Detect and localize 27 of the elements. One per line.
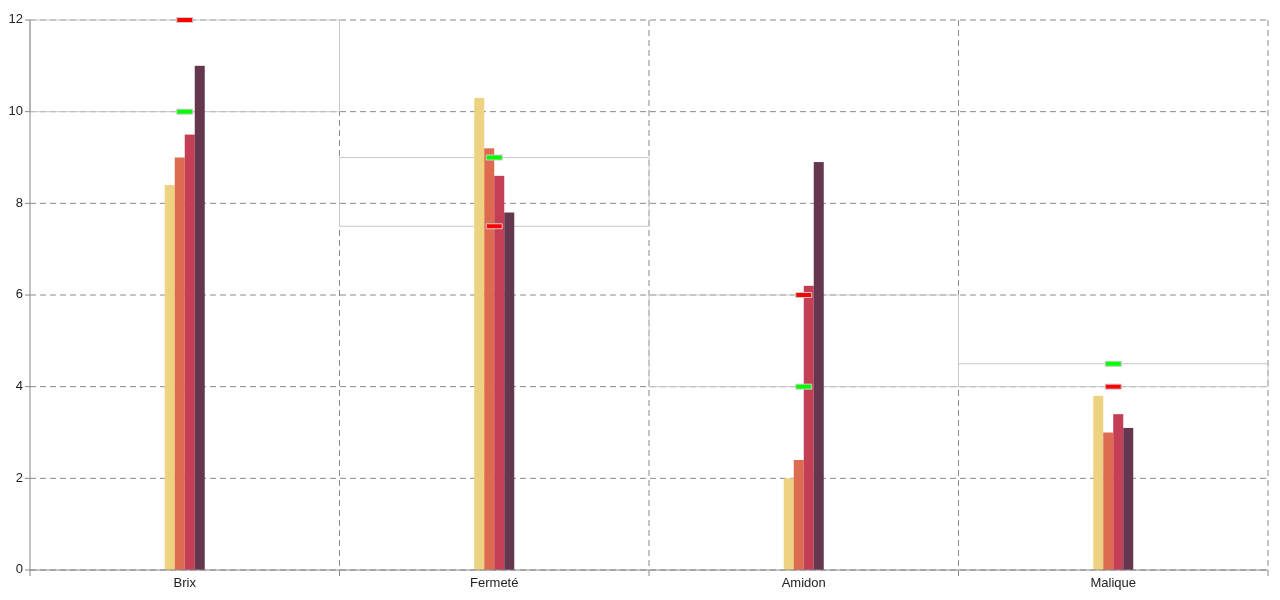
x-tick-label: Malique <box>1090 575 1137 590</box>
bar <box>1103 432 1114 570</box>
bar <box>494 175 505 570</box>
bar <box>793 460 804 570</box>
bar <box>1093 395 1104 570</box>
bar <box>803 285 814 570</box>
bar <box>813 162 824 570</box>
bar <box>1123 427 1134 570</box>
bar <box>184 134 195 570</box>
y-tick-label: 4 <box>15 378 23 394</box>
x-tick-label: Fermeté <box>470 575 519 590</box>
bar <box>174 157 185 570</box>
bar <box>164 185 175 570</box>
y-tick-label: 6 <box>15 286 23 302</box>
bar <box>783 478 794 570</box>
y-tick-label: 8 <box>15 194 23 210</box>
x-tick-label: Brix <box>173 575 197 590</box>
bar <box>484 148 495 570</box>
bar <box>504 212 515 570</box>
bar <box>194 65 205 570</box>
x-tick-label: Amidon <box>781 575 826 590</box>
y-tick-label: 12 <box>8 11 23 27</box>
y-tick-label: 0 <box>15 561 23 577</box>
y-tick-label: 2 <box>15 469 23 485</box>
y-tick-label: 10 <box>8 103 23 119</box>
bar <box>474 97 485 570</box>
bar <box>1113 414 1124 570</box>
